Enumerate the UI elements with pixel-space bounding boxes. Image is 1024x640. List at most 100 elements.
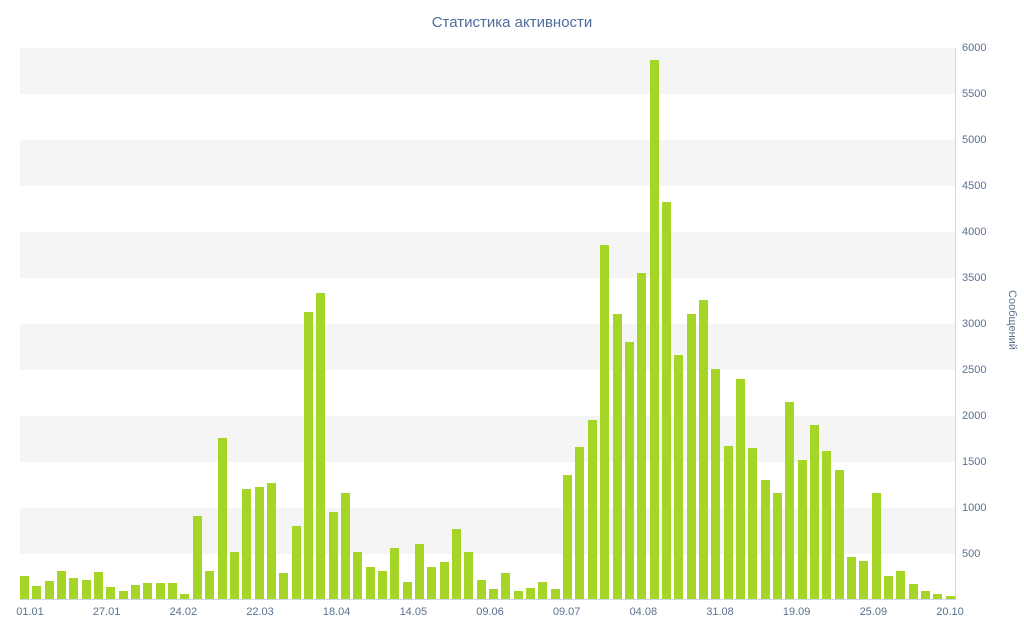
x-axis-tick-label: 18.04 <box>322 606 351 618</box>
x-axis-tick-label: 09.06 <box>476 606 504 618</box>
bar[interactable] <box>575 447 585 599</box>
y-axis-tick-label: 1000 <box>962 502 987 514</box>
bar[interactable] <box>711 369 721 599</box>
y-axis-tick-label: 1500 <box>962 456 987 468</box>
chart-title: Статистика активности <box>431 14 593 31</box>
y-axis-tick-label: 4000 <box>962 226 987 238</box>
y-axis-tick-label: 6000 <box>962 42 987 54</box>
bar[interactable] <box>735 378 745 599</box>
bar[interactable] <box>427 566 437 599</box>
bar[interactable] <box>600 245 610 599</box>
bar[interactable] <box>933 594 943 599</box>
bar[interactable] <box>390 547 400 599</box>
y-axis-title: Сообщений <box>1006 290 1018 350</box>
x-axis-tick-label: 25.09 <box>859 606 888 618</box>
bar[interactable] <box>192 516 202 599</box>
y-axis-tick-label: 5500 <box>962 88 987 100</box>
bar[interactable] <box>772 493 782 599</box>
bar[interactable] <box>945 596 955 599</box>
bar[interactable] <box>649 59 659 599</box>
bar[interactable] <box>279 573 289 599</box>
bar[interactable] <box>661 202 671 599</box>
x-axis-tick-label: 01.01 <box>16 606 44 618</box>
bar[interactable] <box>921 590 931 599</box>
bar[interactable] <box>155 583 165 599</box>
bar[interactable] <box>624 341 634 599</box>
bar[interactable] <box>439 562 449 599</box>
bar[interactable] <box>365 566 375 599</box>
x-axis-tick-label: 09.07 <box>552 606 581 618</box>
bar[interactable] <box>229 552 239 599</box>
bar[interactable] <box>402 581 412 599</box>
bar[interactable] <box>168 583 178 599</box>
bar[interactable] <box>884 576 894 599</box>
bar[interactable] <box>908 584 918 599</box>
x-axis-tick-label: 19.09 <box>782 606 811 618</box>
bar[interactable] <box>748 448 758 599</box>
y-axis-tick-label: 4500 <box>962 180 987 192</box>
bar[interactable] <box>94 572 104 599</box>
bar[interactable] <box>69 577 79 599</box>
bar[interactable] <box>896 571 906 599</box>
bar[interactable] <box>859 561 869 599</box>
bar[interactable] <box>291 525 301 599</box>
bar[interactable] <box>340 493 350 599</box>
bar[interactable] <box>353 552 363 599</box>
bar[interactable] <box>760 479 770 599</box>
bar[interactable] <box>810 425 819 599</box>
bar[interactable] <box>698 299 708 599</box>
bar[interactable] <box>32 586 42 599</box>
bar[interactable] <box>526 587 536 599</box>
bar[interactable] <box>612 314 622 599</box>
bar[interactable] <box>254 487 264 599</box>
bar[interactable] <box>637 273 647 599</box>
y-axis-tick-label: 2000 <box>962 410 987 422</box>
bar[interactable] <box>834 470 844 599</box>
bar[interactable] <box>501 573 511 599</box>
bar[interactable] <box>476 579 486 599</box>
bar[interactable] <box>563 475 573 599</box>
bar[interactable] <box>785 402 795 599</box>
y-axis-tick-label: 500 <box>962 548 981 560</box>
bar[interactable] <box>205 571 215 599</box>
x-axis-tick-label: 14.05 <box>399 606 428 618</box>
bar[interactable] <box>118 590 128 599</box>
bar[interactable] <box>489 588 499 599</box>
bar[interactable] <box>217 438 227 599</box>
bar[interactable] <box>452 529 462 599</box>
bar[interactable] <box>871 493 881 599</box>
y-axis-tick-label: 5000 <box>962 134 987 146</box>
bar[interactable] <box>377 570 387 599</box>
x-axis-tick-label: 22.03 <box>246 606 274 618</box>
bar[interactable] <box>180 593 190 599</box>
bar[interactable] <box>266 483 276 599</box>
x-axis-tick-label: 31.08 <box>706 606 734 618</box>
bar[interactable] <box>106 587 116 599</box>
bar[interactable] <box>57 571 67 599</box>
bar[interactable] <box>242 488 252 599</box>
bar[interactable] <box>513 590 523 599</box>
bar[interactable] <box>674 354 684 599</box>
bar[interactable] <box>20 576 29 599</box>
plot-area <box>20 48 956 600</box>
bar[interactable] <box>316 293 326 599</box>
bar[interactable] <box>303 312 313 599</box>
bar[interactable] <box>587 419 597 599</box>
bar[interactable] <box>81 579 91 599</box>
bar[interactable] <box>328 511 338 599</box>
bar[interactable] <box>464 552 474 599</box>
bar[interactable] <box>143 582 153 599</box>
bar[interactable] <box>550 588 560 599</box>
bar[interactable] <box>538 582 548 599</box>
bar[interactable] <box>131 585 141 599</box>
bar[interactable] <box>822 451 832 599</box>
bar[interactable] <box>415 543 424 599</box>
bar[interactable] <box>723 445 733 599</box>
bar[interactable] <box>686 314 696 599</box>
bar[interactable] <box>797 460 807 599</box>
y-axis-tick-label: 3000 <box>962 318 987 330</box>
bar[interactable] <box>847 556 857 599</box>
bars-container <box>20 48 955 599</box>
bar[interactable] <box>44 580 54 599</box>
